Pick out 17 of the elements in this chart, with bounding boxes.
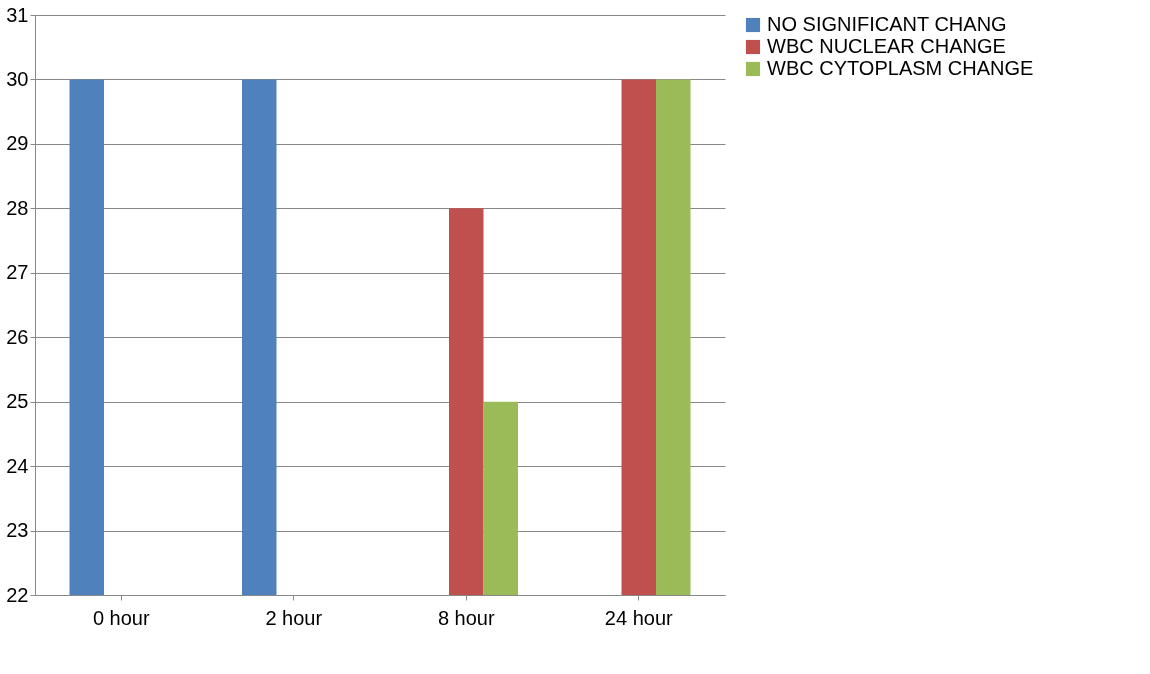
y-tick-label: 24: [6, 454, 29, 477]
x-tick-label: 8 hour: [437, 606, 495, 629]
y-tick-label: 23: [6, 519, 29, 542]
x-tick-label: 24 hour: [604, 606, 673, 629]
legend-label: WBC CYTOPLASM CHANGE: [767, 57, 1034, 79]
y-tick-label: 28: [6, 196, 29, 219]
x-tick-label: 0 hour: [92, 606, 150, 629]
y-tick-label: 26: [6, 325, 29, 348]
y-tick-label: 27: [6, 261, 29, 284]
y-tick-label: 22: [6, 583, 29, 606]
y-tick-label: 30: [6, 67, 29, 90]
x-tick-label: 2 hour: [265, 606, 323, 629]
legend-label: NO SIGNIFICANT CHANG: [767, 13, 1007, 35]
y-tick-label: 31: [6, 3, 29, 26]
y-tick-label: 25: [6, 390, 29, 413]
y-tick-label: 29: [6, 132, 29, 155]
legend-label: WBC NUCLEAR CHANGE: [767, 35, 1006, 57]
